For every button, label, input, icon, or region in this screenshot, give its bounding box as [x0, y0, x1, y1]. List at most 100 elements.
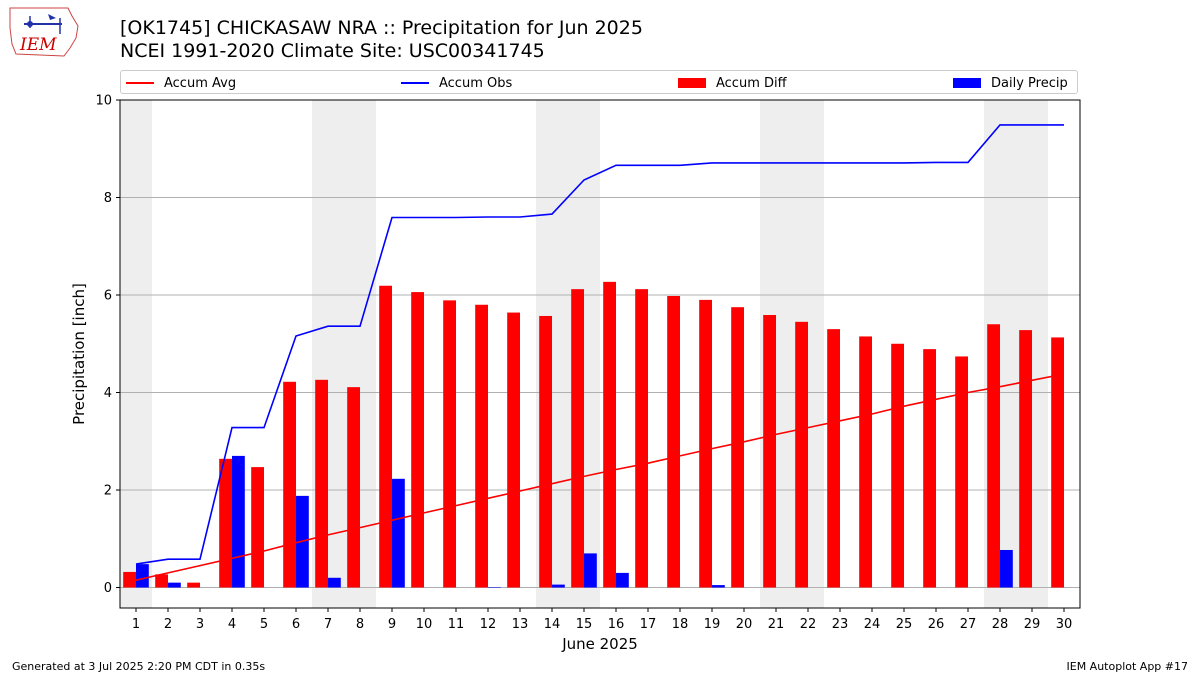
chart-legend: Accum Avg Accum Obs Accum Diff Daily Pre…: [120, 70, 1078, 94]
y-tick-label-0: 0: [104, 581, 112, 596]
legend-swatch-accum-obs: [401, 82, 429, 84]
y-tick-label-8: 8: [104, 191, 112, 206]
weekend-shade-day-1: [120, 100, 152, 608]
x-tick-label-25: 25: [896, 617, 913, 632]
iem-logo: IEM: [6, 4, 82, 60]
accum-diff-bar-day-29: [1019, 330, 1032, 588]
chart-title: [OK1745] CHICKASAW NRA :: Precipitation …: [120, 17, 643, 39]
x-tick-label-26: 26: [928, 617, 945, 632]
accum-diff-bar-day-13: [507, 312, 520, 588]
x-tick-label-20: 20: [736, 617, 753, 632]
accum-diff-bar-day-5: [251, 467, 264, 588]
y-tick-label-4: 4: [104, 386, 112, 401]
plot-frame: [119, 99, 1081, 609]
x-tick-label-3: 3: [196, 617, 204, 632]
accum-diff-bar-day-24: [859, 336, 872, 588]
daily-precip-bar-day-4: [232, 455, 245, 588]
x-tick-label-10: 10: [416, 617, 433, 632]
x-axis-ticks: 1 2 3 4 5 6 7 8 9 10 11 12 13 14 15 16 17 18 19 20 21 22 23 24 2…: [132, 608, 1072, 632]
x-tick-label-6: 6: [292, 617, 300, 632]
x-tick-label-28: 28: [992, 617, 1009, 632]
x-tick-label-15: 15: [576, 617, 593, 632]
accum-diff-bar-day-1: [123, 571, 136, 588]
generated-timestamp: Generated at 3 Jul 2025 2:20 PM CDT in 0…: [12, 660, 266, 673]
legend-label-accum-obs: Accum Obs: [439, 75, 513, 91]
x-tick-label-27: 27: [960, 617, 977, 632]
x-tick-label-11: 11: [448, 617, 465, 632]
accum-diff-bar-day-2: [155, 574, 168, 588]
accum-diff-bar-day-27: [955, 356, 968, 588]
x-tick-label-18: 18: [672, 617, 689, 632]
legend-label-accum-diff: Accum Diff: [716, 75, 787, 91]
accum-diff-bar-day-20: [731, 307, 744, 588]
lines: [135, 124, 1065, 581]
daily-precip-bar-day-16: [616, 572, 629, 588]
accum-diff-bar-day-14: [539, 315, 552, 588]
x-tick-label-23: 23: [832, 617, 849, 632]
legend-item-accum-diff: Accum Diff: [678, 74, 787, 92]
accum-obs-line: [135, 124, 1064, 565]
accum-diff-bar-day-10: [411, 292, 424, 588]
x-tick-label-13: 13: [512, 617, 529, 632]
legend-label-accum-avg: Accum Avg: [164, 75, 237, 91]
legend-item-accum-avg: Accum Avg: [126, 74, 236, 92]
y-axis-label: Precipitation [inch]: [70, 283, 88, 425]
accum-diff-bar-day-21: [763, 314, 776, 588]
x-axis-label: June 2025: [561, 635, 638, 653]
accum-diff-bar-day-30: [1051, 337, 1064, 588]
chart-subtitle: NCEI 1991-2020 Climate Site: USC00341745: [120, 40, 545, 62]
x-tick-label-30: 30: [1056, 617, 1073, 632]
accum-diff-bar-day-9: [379, 285, 392, 588]
accum-diff-bar-day-7: [315, 379, 328, 588]
accum-diff-bar-day-8: [347, 387, 360, 588]
accum-diff-bar-day-12: [475, 304, 488, 588]
x-tick-label-7: 7: [324, 617, 332, 632]
accum-diff-bar-day-28: [987, 324, 1000, 588]
x-tick-label-24: 24: [864, 617, 881, 632]
accum-diff-bar-day-25: [891, 343, 904, 588]
daily-precip-bar-day-14: [552, 584, 565, 588]
accum-diff-bar-day-11: [443, 300, 456, 588]
x-tick-label-16: 16: [608, 617, 625, 632]
app-credit: IEM Autoplot App #17: [1066, 660, 1189, 673]
accum-diff-bar-day-26: [923, 349, 936, 588]
x-tick-label-12: 12: [480, 617, 497, 632]
y-tick-label-6: 6: [104, 289, 112, 304]
x-tick-label-29: 29: [1024, 617, 1041, 632]
x-tick-label-22: 22: [800, 617, 817, 632]
accum-diff-bar-day-23: [827, 329, 840, 588]
accum-diff-bar-day-18: [667, 295, 680, 588]
y-axis-ticks: 0 2 4 6 8 10: [95, 94, 120, 596]
daily-precip-bar-day-2: [168, 582, 181, 588]
x-tick-label-4: 4: [228, 617, 236, 632]
accum-diff-bar-day-4: [219, 458, 232, 588]
x-tick-label-2: 2: [164, 617, 172, 632]
x-tick-label-5: 5: [260, 617, 268, 632]
accum-diff-bar-day-22: [795, 321, 808, 588]
bars: [123, 281, 1064, 588]
legend-swatch-daily-precip: [953, 78, 981, 88]
svg-text:IEM: IEM: [19, 35, 57, 55]
x-tick-label-19: 19: [704, 617, 721, 632]
iem-iowa-logo-icon: IEM: [9, 7, 79, 57]
legend-swatch-accum-avg: [126, 82, 154, 84]
x-tick-label-21: 21: [768, 617, 785, 632]
daily-precip-bar-day-7: [328, 577, 341, 588]
accum-diff-bar-day-17: [635, 289, 648, 588]
accum-avg-line: [135, 373, 1065, 581]
x-tick-label-1: 1: [132, 617, 140, 632]
accum-diff-bar-day-19: [699, 299, 712, 588]
daily-precip-bar-day-28: [1000, 549, 1013, 588]
legend-label-daily-precip: Daily Precip: [991, 75, 1068, 91]
accum-diff-bar-day-16: [603, 281, 616, 588]
legend-swatch-accum-diff: [678, 78, 706, 88]
daily-precip-bar-day-15: [584, 553, 597, 588]
y-tick-label-2: 2: [104, 484, 112, 499]
x-tick-label-17: 17: [640, 617, 657, 632]
legend-item-accum-obs: Accum Obs: [401, 74, 512, 92]
x-tick-label-8: 8: [356, 617, 364, 632]
x-tick-label-14: 14: [544, 617, 561, 632]
accum-diff-bar-day-3: [187, 582, 200, 588]
y-tick-label-10: 10: [95, 94, 112, 109]
